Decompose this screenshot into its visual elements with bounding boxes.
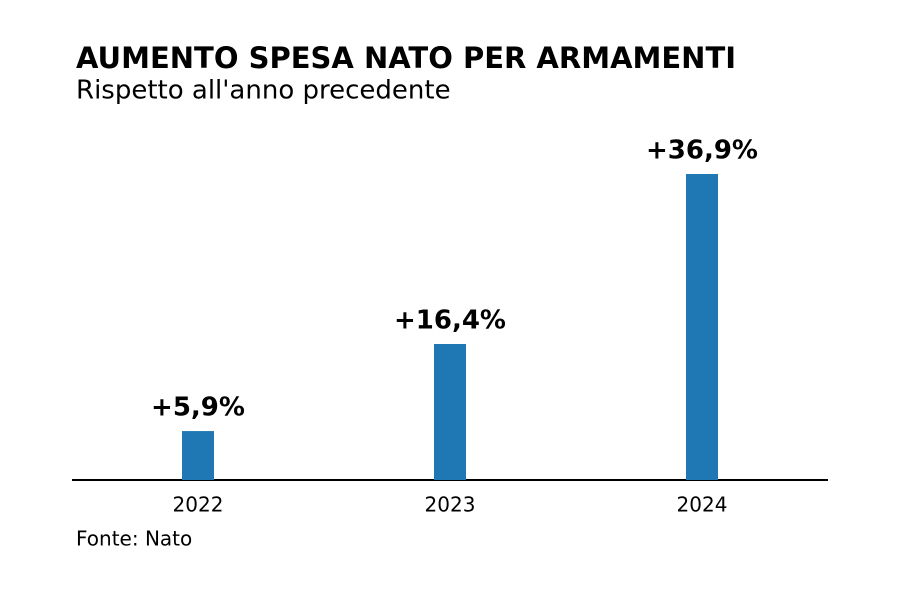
bar [182, 431, 214, 480]
x-tick-label: 2024 [677, 493, 728, 517]
chart-title: AUMENTO SPESA NATO PER ARMAMENTI [76, 41, 736, 75]
x-tick-label: 2023 [425, 493, 476, 517]
source-note: Fonte: Nato [76, 527, 192, 551]
bar [686, 174, 718, 480]
value-label: +5,9% [151, 393, 245, 423]
chart-subtitle: Rispetto all'anno precedente [76, 76, 451, 106]
value-label: +36,9% [646, 136, 758, 166]
value-label: +16,4% [394, 306, 506, 336]
bar [434, 344, 466, 480]
x-tick-label: 2022 [173, 493, 224, 517]
